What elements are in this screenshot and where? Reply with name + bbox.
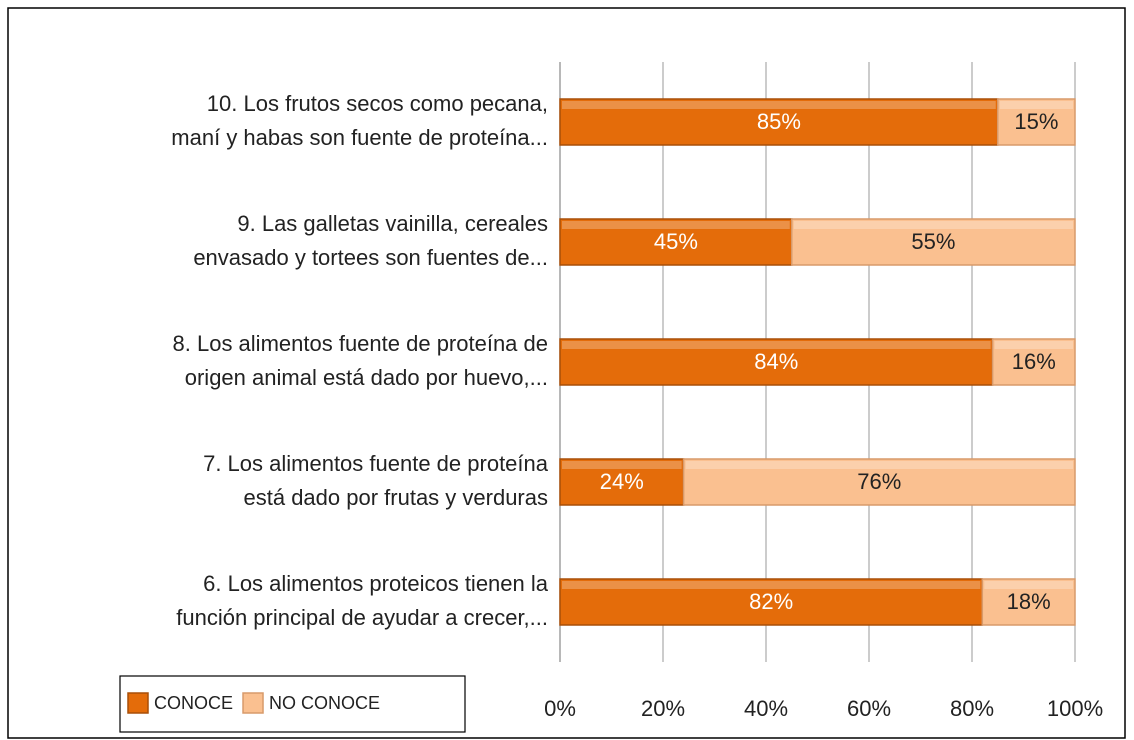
bar-segment [559, 578, 984, 626]
data-label: 82% [749, 589, 793, 614]
legend-label: NO CONOCE [269, 693, 380, 713]
bar-highlight [685, 461, 1073, 469]
bar-segment [682, 458, 1076, 506]
x-tick-label: 80% [950, 696, 994, 721]
x-tick-label: 20% [641, 696, 685, 721]
bar-segment [997, 98, 1076, 146]
bar-highlight [994, 341, 1073, 349]
category-label: 10. Los frutos secos como pecana, maní y … [171, 91, 548, 150]
bar-highlight [793, 221, 1073, 229]
legend-label: CONOCE [154, 693, 233, 713]
category-label: 6. Los alimentos proteicos tienen la func… [176, 571, 549, 630]
data-label: 45% [654, 229, 698, 254]
bar-segment [559, 218, 793, 266]
category-label: 8. Los alimentos fuente de proteína de or… [173, 331, 548, 390]
data-label: 76% [857, 469, 901, 494]
bar-highlight [562, 221, 790, 229]
bar-segment [791, 218, 1076, 266]
bar-segment [559, 458, 685, 506]
bar-segment [981, 578, 1076, 626]
bar-segment [559, 98, 999, 146]
legend-swatch [127, 692, 149, 714]
data-label: 55% [911, 229, 955, 254]
category-label: 9. Las galletas vainilla, cereales envasa… [193, 211, 548, 270]
bar-highlight [562, 581, 981, 589]
x-tick-label: 100% [1047, 696, 1103, 721]
bar-highlight [984, 581, 1073, 589]
legend-swatch [242, 692, 264, 714]
bar-highlight [562, 101, 996, 109]
data-label: 24% [600, 469, 644, 494]
bar-highlight [562, 341, 991, 349]
x-tick-label: 40% [744, 696, 788, 721]
data-label: 84% [754, 349, 798, 374]
data-label: 85% [757, 109, 801, 134]
data-label: 16% [1012, 349, 1056, 374]
legend-box [119, 675, 466, 733]
bar-segment [559, 338, 994, 386]
bar-highlight [562, 461, 682, 469]
x-tick-label: 60% [847, 696, 891, 721]
x-tick-label: 0% [544, 696, 576, 721]
bar-segment [991, 338, 1076, 386]
category-label: 7. Los alimentos fuente de proteína está … [203, 451, 549, 510]
data-label: 15% [1014, 109, 1058, 134]
bar-highlight [999, 101, 1073, 109]
data-label: 18% [1007, 589, 1051, 614]
